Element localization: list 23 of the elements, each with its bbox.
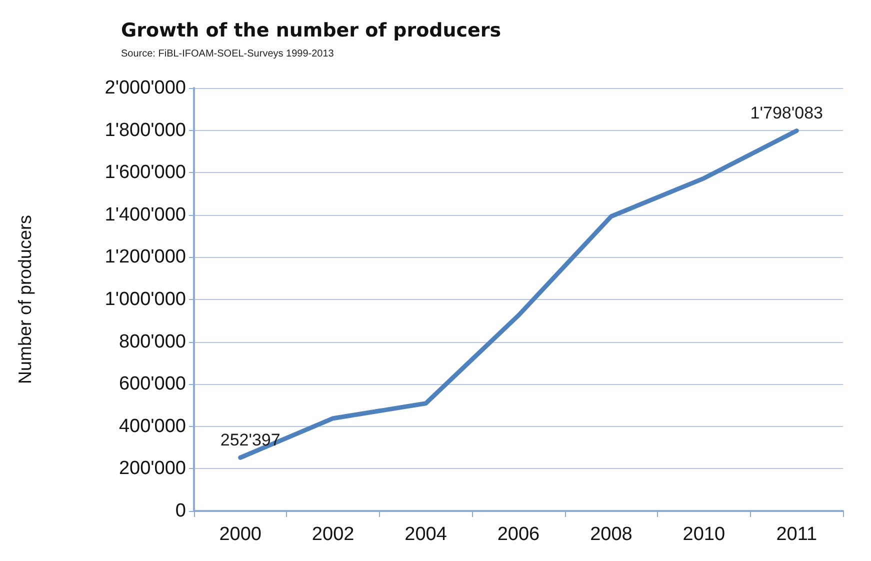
data-label: 252'397 bbox=[220, 430, 280, 450]
x-tick-label: 2000 bbox=[219, 524, 262, 545]
y-tick-label: 200'000 bbox=[118, 458, 186, 480]
y-tick-label: 1'800'000 bbox=[104, 120, 186, 141]
y-tick-label: 1'200'000 bbox=[104, 246, 186, 268]
x-tick-label: 2004 bbox=[404, 524, 448, 545]
chart-subtitle: Source: FiBL-IFOAM-SOEL-Surveys 1999-2013 bbox=[121, 48, 334, 60]
x-tick-label: 2006 bbox=[497, 524, 540, 545]
x-tick-label: 2002 bbox=[312, 524, 354, 545]
y-axis-title: Number of producers bbox=[15, 214, 35, 384]
x-tick-label: 2008 bbox=[590, 524, 632, 545]
y-tick-label: 0 bbox=[175, 500, 186, 522]
y-tick-label: 1'000'000 bbox=[104, 289, 186, 310]
y-tick-label: 2'000'000 bbox=[104, 78, 186, 98]
chart-title: Growth of the number of producers bbox=[121, 20, 502, 42]
data-label: 1'798'083 bbox=[750, 104, 823, 123]
y-tick-label: 1'400'000 bbox=[104, 204, 186, 226]
x-tick-label: 2010 bbox=[682, 524, 726, 545]
y-tick-label: 1'600'000 bbox=[104, 162, 186, 184]
x-tick-label: 2011 bbox=[776, 524, 818, 545]
y-tick-label: 400'000 bbox=[118, 416, 186, 437]
y-tick-label: 800'000 bbox=[118, 331, 186, 352]
y-tick-label: 600'000 bbox=[118, 374, 186, 395]
